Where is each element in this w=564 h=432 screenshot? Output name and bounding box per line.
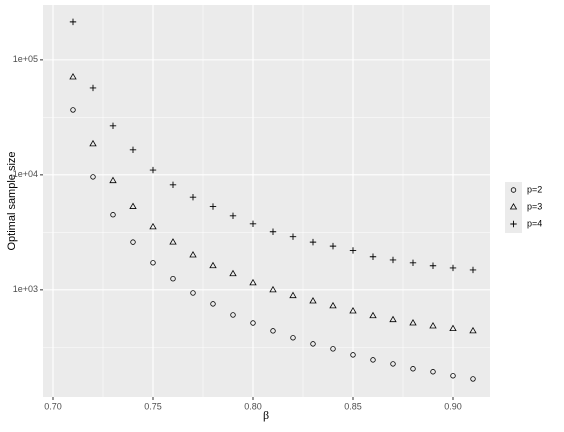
- point: [189, 193, 197, 201]
- legend-symbol: [509, 202, 518, 210]
- point: [409, 259, 417, 266]
- point: [210, 301, 216, 307]
- x-tick-label: 0.75: [144, 401, 162, 411]
- point: [269, 228, 277, 235]
- point: [270, 328, 276, 334]
- point: [90, 174, 96, 180]
- point: [69, 72, 77, 80]
- point: [310, 341, 316, 347]
- point: [149, 222, 157, 230]
- panel: [43, 5, 490, 397]
- point: [349, 247, 357, 254]
- point: [170, 276, 176, 282]
- point: [229, 269, 237, 277]
- point: [349, 306, 357, 314]
- point: [129, 146, 137, 154]
- y-tick-label: 1e+05: [13, 54, 38, 64]
- legend-label: p=4: [527, 218, 542, 228]
- point: [290, 335, 296, 341]
- point: [190, 290, 196, 296]
- legend-symbol: [510, 187, 517, 193]
- point: [289, 233, 297, 240]
- point: [249, 220, 257, 228]
- point: [469, 266, 477, 274]
- point: [389, 256, 397, 264]
- point: [149, 166, 157, 174]
- point: [309, 296, 317, 304]
- point: [109, 122, 117, 130]
- point: [329, 242, 337, 250]
- point: [169, 238, 177, 245]
- legend-symbol: [510, 220, 517, 228]
- point: [289, 291, 297, 299]
- x-tick-label: 0.70: [44, 401, 62, 411]
- point: [389, 315, 397, 323]
- point: [229, 212, 237, 220]
- legend-label: p=3: [527, 201, 542, 211]
- point: [449, 324, 457, 332]
- point: [250, 320, 256, 326]
- point: [89, 84, 97, 92]
- legend-key: [505, 199, 522, 216]
- point: [150, 260, 156, 266]
- point: [209, 261, 217, 269]
- y-tick-label: 1e+04: [13, 169, 38, 179]
- point: [430, 369, 436, 375]
- x-tick-label: 0.80: [244, 401, 262, 411]
- point: [410, 366, 416, 372]
- point: [109, 176, 117, 184]
- point: [130, 239, 136, 245]
- x-axis-title: β: [263, 408, 269, 422]
- x-tick-label: 0.90: [444, 401, 462, 411]
- y-tick-label: 1e+03: [13, 284, 38, 294]
- point: [469, 326, 477, 334]
- point: [450, 373, 456, 379]
- point: [390, 361, 396, 367]
- point: [209, 203, 217, 210]
- legend-label: p=2: [527, 184, 542, 194]
- point: [129, 202, 137, 209]
- point: [470, 376, 476, 382]
- point: [350, 352, 356, 358]
- point: [429, 321, 437, 329]
- point: [249, 278, 257, 286]
- point: [269, 285, 277, 293]
- legend-key: [505, 182, 522, 199]
- y-axis-title: Optimal sample size: [6, 151, 18, 250]
- point: [230, 312, 236, 318]
- point: [110, 212, 116, 218]
- point: [70, 107, 76, 113]
- point: [369, 253, 377, 260]
- point: [89, 139, 97, 147]
- point: [369, 311, 377, 319]
- point: [370, 357, 376, 363]
- point: [449, 264, 457, 272]
- point: [69, 18, 77, 26]
- x-tick-label: 0.85: [344, 401, 362, 411]
- point: [189, 250, 197, 258]
- point: [309, 238, 317, 246]
- point: [330, 346, 336, 352]
- point: [169, 181, 177, 188]
- point: [409, 318, 417, 326]
- point: [329, 301, 337, 309]
- point: [429, 262, 437, 269]
